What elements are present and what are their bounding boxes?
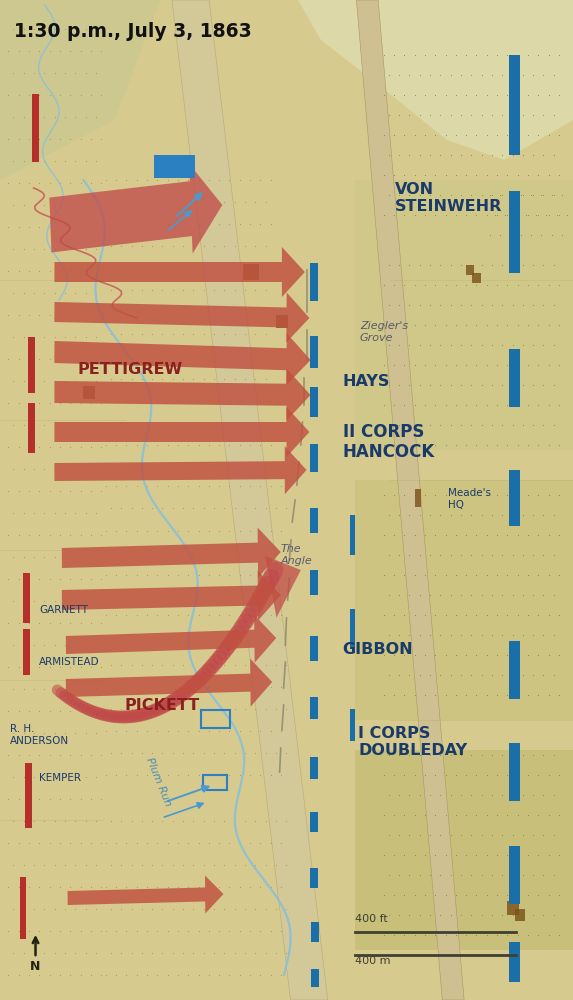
Bar: [29, 403, 34, 453]
Text: II CORPS
HANCOCK: II CORPS HANCOCK: [343, 423, 435, 461]
Bar: [312, 922, 319, 942]
Bar: [83, 385, 95, 398]
Bar: [311, 697, 318, 719]
FancyArrow shape: [54, 407, 309, 457]
FancyArrow shape: [62, 528, 281, 578]
Polygon shape: [0, 0, 160, 180]
Text: The
Angle: The Angle: [281, 544, 312, 566]
Bar: [311, 757, 318, 779]
Bar: [509, 942, 520, 982]
Polygon shape: [172, 0, 328, 1000]
Bar: [311, 508, 318, 532]
Bar: [473, 273, 481, 283]
Bar: [507, 901, 519, 915]
Text: Plum Run: Plum Run: [144, 756, 173, 808]
Polygon shape: [355, 750, 573, 950]
Text: HAYS: HAYS: [343, 374, 390, 389]
Bar: [201, 710, 230, 728]
Text: R. H.
ANDERSON: R. H. ANDERSON: [10, 724, 69, 746]
Text: ARMISTEAD: ARMISTEAD: [39, 657, 100, 667]
FancyArrow shape: [54, 292, 309, 342]
FancyArrow shape: [68, 875, 223, 913]
FancyArrow shape: [54, 446, 307, 494]
FancyArrow shape: [54, 369, 311, 421]
Text: N: N: [30, 960, 41, 973]
Bar: [311, 636, 318, 661]
Bar: [509, 349, 520, 407]
Bar: [32, 94, 39, 162]
Bar: [26, 762, 32, 828]
Polygon shape: [356, 0, 464, 1000]
FancyArrow shape: [54, 247, 305, 297]
Text: PICKETT: PICKETT: [125, 698, 200, 712]
Bar: [509, 55, 520, 155]
FancyArrow shape: [66, 659, 272, 707]
Bar: [515, 909, 525, 921]
Bar: [509, 191, 520, 273]
Bar: [350, 709, 355, 741]
Text: I CORPS
DOUBLEDAY: I CORPS DOUBLEDAY: [358, 726, 467, 758]
Bar: [311, 336, 318, 368]
Bar: [276, 315, 288, 328]
Text: PETTIGREW: PETTIGREW: [77, 362, 182, 377]
FancyArrow shape: [66, 615, 276, 663]
Bar: [23, 573, 30, 623]
FancyArrow shape: [264, 556, 301, 618]
Text: Meade's
HQ: Meade's HQ: [448, 488, 491, 510]
Bar: [154, 155, 195, 178]
FancyArrow shape: [49, 164, 222, 254]
Bar: [350, 515, 355, 555]
Text: Ziegler's
Grove: Ziegler's Grove: [360, 321, 408, 343]
Bar: [509, 470, 520, 526]
Bar: [243, 264, 259, 280]
Text: GIBBON: GIBBON: [343, 643, 413, 658]
Bar: [311, 812, 318, 832]
Bar: [350, 609, 355, 647]
Bar: [203, 775, 227, 790]
Bar: [311, 444, 318, 472]
Bar: [311, 263, 318, 301]
Bar: [29, 338, 34, 392]
Text: 400 m: 400 m: [355, 956, 391, 966]
Text: KEMPER: KEMPER: [39, 773, 81, 783]
Polygon shape: [355, 180, 573, 450]
Bar: [465, 265, 474, 275]
Bar: [311, 387, 318, 417]
FancyArrow shape: [62, 571, 281, 621]
Text: 1:30 p.m., July 3, 1863: 1:30 p.m., July 3, 1863: [14, 22, 252, 41]
Bar: [312, 969, 319, 987]
Bar: [311, 570, 318, 594]
Polygon shape: [355, 480, 573, 720]
Bar: [509, 846, 520, 904]
Bar: [509, 641, 520, 699]
Text: GARNETT: GARNETT: [39, 605, 88, 615]
Bar: [311, 868, 318, 888]
Bar: [19, 877, 26, 939]
Bar: [509, 743, 520, 801]
FancyArrow shape: [54, 333, 311, 385]
Text: 400 ft: 400 ft: [355, 914, 388, 924]
Text: VON
STEINWEHR: VON STEINWEHR: [395, 182, 503, 214]
Bar: [415, 489, 421, 507]
Polygon shape: [298, 0, 573, 160]
Bar: [23, 629, 30, 675]
